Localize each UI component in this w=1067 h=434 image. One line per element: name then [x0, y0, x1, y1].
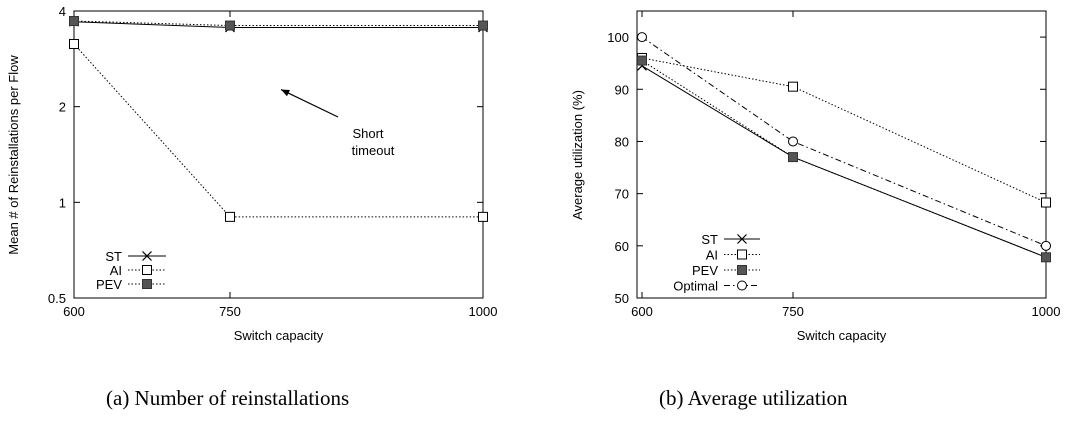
data-point-pev — [1041, 252, 1051, 263]
data-point-ai — [1041, 197, 1051, 208]
data-point-pev — [225, 20, 235, 31]
y-tick-label: 70 — [615, 187, 629, 202]
legend-marker — [737, 234, 747, 244]
legend-label: AI — [706, 248, 718, 263]
x-axis-label: Switch capacity — [797, 328, 887, 343]
series-pev — [69, 16, 488, 31]
legend-item-pev: PEV — [692, 263, 760, 278]
legend-item-pev: PEV — [96, 277, 166, 292]
data-point-ai — [478, 211, 488, 222]
legend-marker — [737, 265, 747, 275]
data-point-optimal — [637, 32, 647, 43]
legend-item-st: ST — [701, 232, 760, 247]
legend-label: ST — [105, 249, 122, 264]
legend-item-st: ST — [105, 249, 166, 264]
series-line-ai — [73, 43, 483, 218]
x-tick-label: 1000 — [469, 304, 498, 319]
plot-frame — [636, 10, 1047, 299]
y-tick-label: 2 — [59, 100, 66, 115]
legend-label: ST — [701, 232, 718, 247]
annotation-arrowhead — [281, 89, 290, 97]
data-point-optimal — [788, 136, 798, 147]
annotation-text: Short — [352, 126, 383, 141]
x-tick-label: 600 — [631, 304, 653, 319]
legend-item-optimal: Optimal — [673, 279, 760, 294]
legend-label: PEV — [692, 263, 718, 278]
legend-marker — [737, 249, 747, 260]
chart-panel-a: 0.5 1 2 4 600 750 1000 Switch capacity Mean # of… — [6, 4, 497, 343]
data-point-ai — [69, 38, 79, 49]
x-tick-label: 750 — [219, 304, 241, 319]
series-line-optimal — [641, 36, 1047, 247]
data-point-pev — [69, 16, 79, 27]
y-tick-label: 4 — [59, 4, 66, 19]
legend-item-ai: AI — [110, 263, 166, 278]
x-tick-label: 600 — [63, 304, 85, 319]
y-tick-label: 80 — [615, 134, 629, 149]
annotation-text: timeout — [352, 143, 395, 158]
caption-a: (a) Number of reinstallations — [106, 386, 350, 410]
y-tick-label: 0.5 — [48, 291, 66, 306]
data-point-ai — [788, 81, 798, 92]
y-tick-label: 100 — [607, 30, 629, 45]
data-point-pev — [478, 20, 488, 31]
series-line-pev — [641, 60, 1047, 258]
data-point-optimal — [1041, 240, 1051, 251]
annotation-arrow — [280, 89, 339, 118]
data-point-pev — [788, 152, 798, 163]
plot-frame — [73, 10, 484, 299]
legend-item-ai: AI — [706, 248, 760, 263]
legend-label: PEV — [96, 277, 122, 292]
y-tick-label: 90 — [615, 82, 629, 97]
series-st — [69, 16, 488, 33]
series-line-st — [641, 65, 1047, 258]
data-point-pev — [637, 55, 647, 66]
y-tick-label: 60 — [615, 239, 629, 254]
y-axis-label: Mean # of Reinstallations per Flow — [6, 55, 21, 255]
x-axis-label: Switch capacity — [234, 328, 324, 343]
series-line-pev — [73, 20, 483, 27]
series-line-st — [73, 21, 483, 28]
series-optimal — [637, 32, 1051, 251]
x-tick-label: 750 — [782, 304, 804, 319]
legend-marker — [142, 265, 152, 275]
series-ai — [69, 38, 488, 222]
legend-label: Optimal — [673, 279, 718, 294]
y-tick-label: 1 — [59, 195, 66, 210]
annotation: Short timeout — [280, 89, 395, 158]
data-point-ai — [225, 211, 235, 222]
series-st — [637, 60, 1051, 263]
series-line-ai — [641, 57, 1047, 203]
y-tick-label: 50 — [615, 291, 629, 306]
y-axis-label: Average utilization (%) — [570, 90, 585, 220]
legend-marker — [142, 251, 152, 261]
legend-marker — [142, 279, 152, 289]
caption-b: (b) Average utilization — [659, 386, 848, 410]
x-tick-label: 1000 — [1032, 304, 1061, 319]
chart-panel-b: 50 60 70 80 90 100 600 750 1000 Switch capacity Av… — [570, 10, 1061, 343]
series-pev — [637, 55, 1051, 263]
legend-label: AI — [110, 263, 122, 278]
legend-marker — [737, 280, 747, 291]
